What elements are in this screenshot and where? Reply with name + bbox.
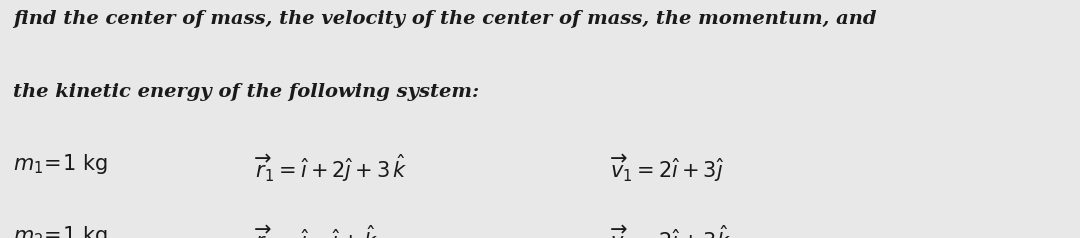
Text: the kinetic energy of the following system:: the kinetic energy of the following syst… (13, 83, 480, 101)
Text: $m_1\!=\!1\ \rm{kg}$: $m_1\!=\!1\ \rm{kg}$ (13, 152, 108, 176)
Text: $\overrightarrow{r}_1 = \hat{\imath} + 2\hat{\jmath} + 3\,\hat{k}$: $\overrightarrow{r}_1 = \hat{\imath} + 2… (254, 152, 407, 184)
Text: $\overrightarrow{r}_2 = \hat{\imath} - \hat{\jmath} + \hat{k}$: $\overrightarrow{r}_2 = \hat{\imath} - \… (254, 224, 378, 238)
Text: find the center of mass, the velocity of the center of mass, the momentum, and: find the center of mass, the velocity of… (13, 10, 877, 28)
Text: $\overrightarrow{v}_1 = 2\hat{\imath} + 3\hat{\jmath}$: $\overrightarrow{v}_1 = 2\hat{\imath} + … (610, 152, 726, 184)
Text: $\overrightarrow{v}_2 = 2\hat{\jmath} + 3\hat{k}$: $\overrightarrow{v}_2 = 2\hat{\jmath} + … (610, 224, 731, 238)
Text: $m_2\!=\!1\ \rm{kg}$: $m_2\!=\!1\ \rm{kg}$ (13, 224, 108, 238)
